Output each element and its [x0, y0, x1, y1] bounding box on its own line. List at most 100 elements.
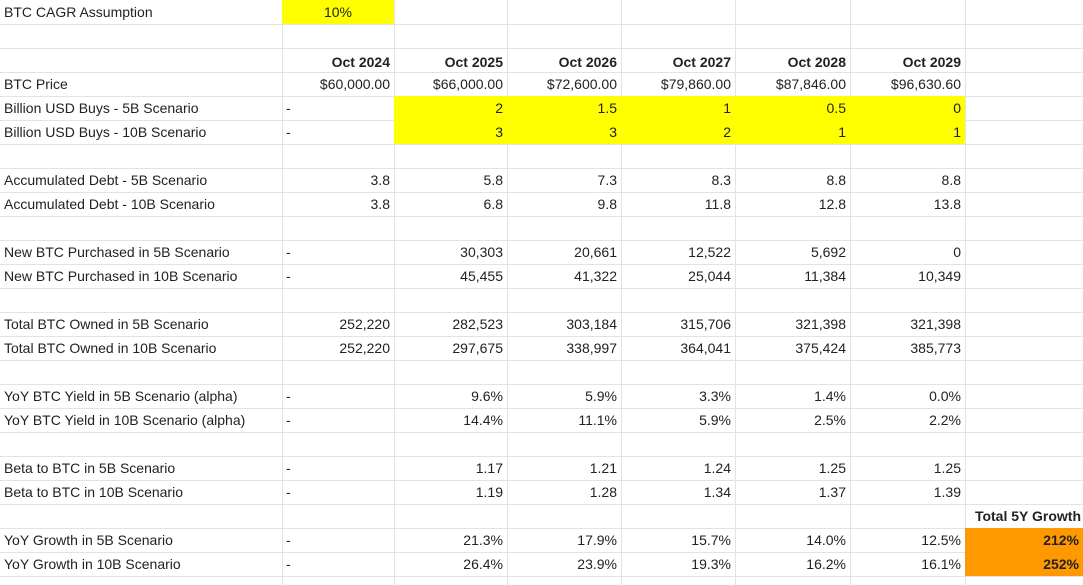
- empty-marker-cell[interactable]: -: [286, 244, 291, 260]
- value-cell[interactable]: 13.8: [933, 196, 961, 212]
- value-cell[interactable]: 45,455: [460, 268, 503, 284]
- value-cell[interactable]: 338,997: [566, 340, 617, 356]
- value-cell[interactable]: 19.3%: [691, 556, 731, 572]
- row-label-billion-usd-buys-5b-scenario[interactable]: Billion USD Buys - 5B Scenario: [4, 100, 199, 116]
- value-cell[interactable]: 7.3: [597, 172, 617, 188]
- row-label-accumulated-debt-10b-scenario[interactable]: Accumulated Debt - 10B Scenario: [4, 196, 215, 212]
- value-cell[interactable]: $66,000.00: [432, 76, 503, 92]
- value-cell[interactable]: 1.28: [589, 484, 617, 500]
- header-oct-2029[interactable]: Oct 2029: [902, 54, 961, 70]
- value-cell[interactable]: 2: [394, 96, 507, 120]
- value-cell[interactable]: 1: [621, 96, 735, 120]
- value-cell[interactable]: 12.8: [818, 196, 846, 212]
- header-oct-2025[interactable]: Oct 2025: [444, 54, 503, 70]
- row-label-btc-price[interactable]: BTC Price: [4, 76, 68, 92]
- value-cell[interactable]: 21.3%: [463, 532, 503, 548]
- value-cell[interactable]: 8.3: [711, 172, 731, 188]
- value-cell[interactable]: $79,860.00: [660, 76, 731, 92]
- value-cell[interactable]: 14.4%: [463, 412, 503, 428]
- value-cell[interactable]: 5,692: [810, 244, 846, 260]
- value-cell[interactable]: 5.8: [483, 172, 503, 188]
- empty-marker-cell[interactable]: -: [286, 460, 291, 476]
- value-cell[interactable]: 1.19: [475, 484, 503, 500]
- row-label-accumulated-debt-5b-scenario[interactable]: Accumulated Debt - 5B Scenario: [4, 172, 208, 188]
- value-cell[interactable]: 1.4%: [814, 388, 846, 404]
- empty-marker-cell[interactable]: -: [286, 268, 291, 284]
- value-cell[interactable]: 1.39: [933, 484, 961, 500]
- value-cell[interactable]: 16.1%: [921, 556, 961, 572]
- value-cell[interactable]: 23.9%: [577, 556, 617, 572]
- value-cell[interactable]: 385,773: [910, 340, 961, 356]
- value-cell[interactable]: 16.2%: [806, 556, 846, 572]
- value-cell[interactable]: $60,000.00: [319, 76, 390, 92]
- value-cell[interactable]: 11.8: [704, 196, 731, 212]
- value-cell[interactable]: 2.2%: [929, 412, 961, 428]
- value-cell[interactable]: 5.9%: [585, 388, 617, 404]
- value-cell[interactable]: $87,846.00: [775, 76, 846, 92]
- empty-marker-cell[interactable]: -: [286, 556, 291, 572]
- value-cell[interactable]: 1.25: [818, 460, 846, 476]
- assumption-value-cell[interactable]: 10%: [282, 0, 394, 24]
- assumption-label[interactable]: BTC CAGR Assumption: [4, 4, 153, 20]
- value-cell[interactable]: 6.8: [483, 196, 503, 212]
- row-label-new-btc-purchased-in-5b-scenario[interactable]: New BTC Purchased in 5B Scenario: [4, 244, 230, 260]
- header-oct-2026[interactable]: Oct 2026: [558, 54, 617, 70]
- value-cell[interactable]: 17.9%: [577, 532, 617, 548]
- value-cell[interactable]: 375,424: [795, 340, 846, 356]
- value-cell[interactable]: 1.17: [475, 460, 503, 476]
- value-cell[interactable]: 321,398: [910, 316, 961, 332]
- value-cell[interactable]: $72,600.00: [546, 76, 617, 92]
- row-label-new-btc-purchased-in-10b-scenario[interactable]: New BTC Purchased in 10B Scenario: [4, 268, 238, 284]
- header-oct-2024[interactable]: Oct 2024: [331, 54, 390, 70]
- empty-marker-cell[interactable]: -: [286, 100, 291, 116]
- value-cell[interactable]: 3.8: [370, 196, 390, 212]
- value-cell[interactable]: 0.0%: [929, 388, 961, 404]
- value-cell[interactable]: 10,349: [918, 268, 961, 284]
- row-label-billion-usd-buys-10b-scenario[interactable]: Billion USD Buys - 10B Scenario: [4, 124, 207, 140]
- value-cell[interactable]: 1.25: [933, 460, 961, 476]
- empty-marker-cell[interactable]: -: [286, 412, 291, 428]
- value-cell[interactable]: 41,322: [574, 268, 617, 284]
- total-growth-5b-cell[interactable]: 212%: [965, 528, 1083, 552]
- row-label-total-btc-owned-in-5b-scenario[interactable]: Total BTC Owned in 5B Scenario: [4, 316, 209, 332]
- value-cell[interactable]: 1.34: [703, 484, 731, 500]
- value-cell[interactable]: $96,630.60: [890, 76, 961, 92]
- row-label-beta-to-btc-in-5b-scenario[interactable]: Beta to BTC in 5B Scenario: [4, 460, 176, 476]
- value-cell[interactable]: 25,044: [688, 268, 731, 284]
- header-oct-2028[interactable]: Oct 2028: [787, 54, 846, 70]
- value-cell[interactable]: 11,384: [804, 268, 846, 284]
- value-cell[interactable]: 252,220: [339, 340, 390, 356]
- value-cell[interactable]: 0: [953, 244, 961, 260]
- value-cell[interactable]: 8.8: [826, 172, 846, 188]
- value-cell[interactable]: 1.37: [818, 484, 846, 500]
- value-cell[interactable]: 5.9%: [699, 412, 731, 428]
- value-cell[interactable]: 26.4%: [463, 556, 503, 572]
- row-label-beta-to-btc-in-10b-scenario[interactable]: Beta to BTC in 10B Scenario: [4, 484, 183, 500]
- value-cell[interactable]: 1.21: [589, 460, 617, 476]
- value-cell[interactable]: 3: [507, 120, 621, 144]
- value-cell[interactable]: 1.5: [507, 96, 621, 120]
- total-growth-10b-cell[interactable]: 252%: [965, 552, 1083, 576]
- value-cell[interactable]: 0: [850, 96, 965, 120]
- value-cell[interactable]: 3.3%: [699, 388, 731, 404]
- value-cell[interactable]: 1: [735, 120, 850, 144]
- value-cell[interactable]: 252,220: [339, 316, 390, 332]
- value-cell[interactable]: 303,184: [566, 316, 617, 332]
- empty-marker-cell[interactable]: -: [286, 124, 291, 140]
- value-cell[interactable]: 3.8: [370, 172, 390, 188]
- value-cell[interactable]: 9.8: [597, 196, 617, 212]
- row-label-yoy-btc-yield-in-5b-scenario-alpha[interactable]: YoY BTC Yield in 5B Scenario (alpha): [4, 388, 238, 404]
- value-cell[interactable]: 297,675: [452, 340, 503, 356]
- total-5y-growth-header[interactable]: Total 5Y Growth: [974, 508, 1081, 524]
- value-cell[interactable]: 12,522: [688, 244, 731, 260]
- empty-marker-cell[interactable]: -: [286, 388, 291, 404]
- value-cell[interactable]: 8.8: [941, 172, 961, 188]
- value-cell[interactable]: 15.7%: [691, 532, 731, 548]
- value-cell[interactable]: 364,041: [680, 340, 731, 356]
- value-cell[interactable]: 11.1%: [578, 412, 617, 428]
- value-cell[interactable]: 315,706: [680, 316, 731, 332]
- empty-marker-cell[interactable]: -: [286, 532, 291, 548]
- value-cell[interactable]: 12.5%: [921, 532, 961, 548]
- value-cell[interactable]: 0.5: [735, 96, 850, 120]
